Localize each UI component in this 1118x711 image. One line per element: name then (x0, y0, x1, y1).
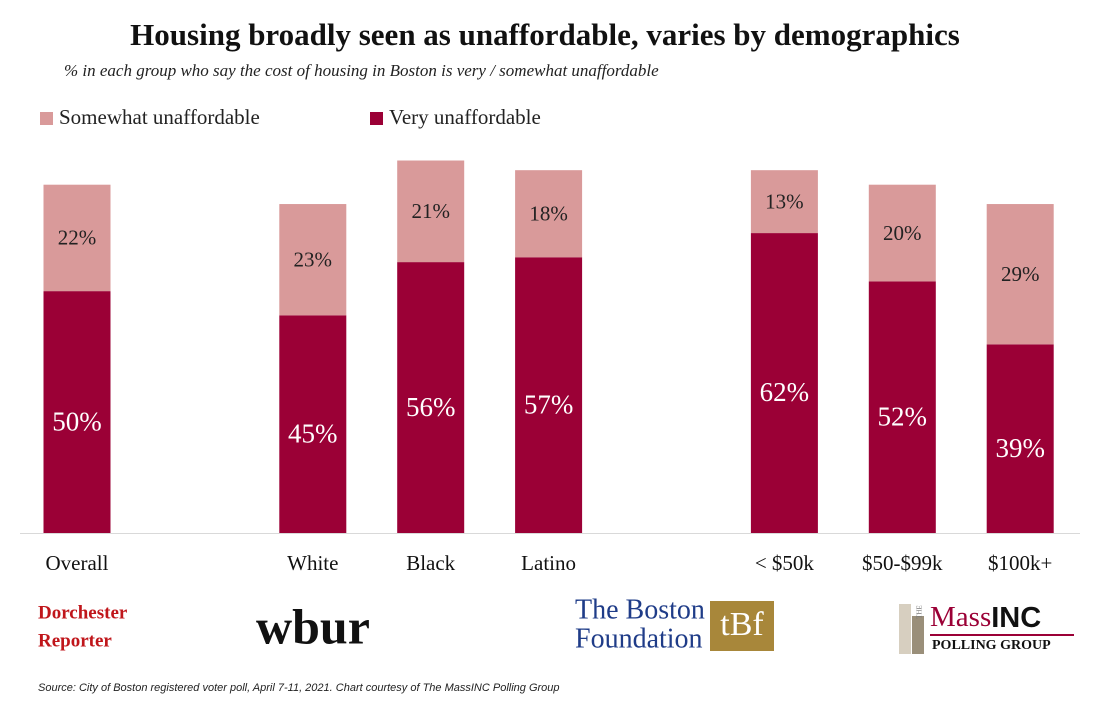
bar-segment (986, 204, 1054, 345)
bar-segment (986, 344, 1054, 533)
data-label: 23% (294, 247, 333, 271)
source: Source: City of Boston registered voter … (38, 682, 560, 694)
bar-segment (515, 257, 583, 533)
data-label: 62% (760, 377, 810, 407)
x-tick-label: $100k+ (988, 551, 1052, 575)
bar-segment (868, 184, 936, 282)
logo-text: Reporter (38, 630, 112, 651)
logo-text: Mass (930, 601, 991, 633)
data-label: 13% (765, 189, 804, 213)
data-label: 52% (878, 401, 928, 431)
logo-text: tBf (720, 606, 764, 643)
logo-text: POLLING GROUP (932, 638, 1051, 653)
logo-text: Dorchester (38, 602, 128, 623)
logo-text: wbur (256, 598, 370, 654)
data-label: 50% (52, 406, 102, 436)
bar-segment (750, 233, 818, 533)
data-label: 29% (1001, 262, 1040, 286)
data-label: 57% (524, 389, 574, 419)
chart-subtitle: % in each group who say the cost of hous… (64, 61, 659, 80)
logo-text: Foundation (575, 623, 703, 654)
legend-swatch (370, 112, 383, 125)
bar-segment (279, 315, 347, 533)
logo-text: MassINC (930, 601, 1041, 634)
data-label: 18% (529, 202, 568, 226)
logo-text: The Boston (575, 594, 705, 625)
data-label: 21% (411, 199, 450, 223)
data-label: 20% (883, 221, 922, 245)
bar-segment (43, 184, 111, 292)
legend-label: Somewhat unaffordable (59, 105, 260, 129)
data-label: 22% (58, 226, 97, 250)
bar-segment (515, 170, 583, 258)
bar-segment (43, 291, 111, 533)
x-tick-label: Overall (46, 551, 109, 575)
x-tick-label: Latino (521, 551, 576, 575)
legend-swatch (40, 112, 53, 125)
bar-segment (397, 262, 465, 533)
legend-label: Very unaffordable (389, 105, 541, 129)
x-tick-label: $50-$99k (862, 551, 943, 575)
x-tick-label: Black (406, 551, 455, 575)
bar-segment (397, 160, 465, 263)
x-tick-label: < $50k (755, 551, 815, 575)
logo-text: THE (916, 605, 924, 619)
logo-bar (912, 616, 924, 654)
bar-segment (750, 170, 818, 234)
logo-text: INC (991, 602, 1041, 634)
bar-segment (868, 281, 936, 533)
chart-title: Housing broadly seen as unaffordable, va… (130, 17, 960, 52)
logo-bar (899, 604, 911, 654)
logo-box (710, 601, 774, 651)
data-label: 56% (406, 392, 456, 422)
data-label: 39% (995, 433, 1045, 463)
bar-segment (279, 204, 347, 316)
x-tick-label: White (287, 551, 338, 575)
data-label: 45% (288, 418, 338, 448)
